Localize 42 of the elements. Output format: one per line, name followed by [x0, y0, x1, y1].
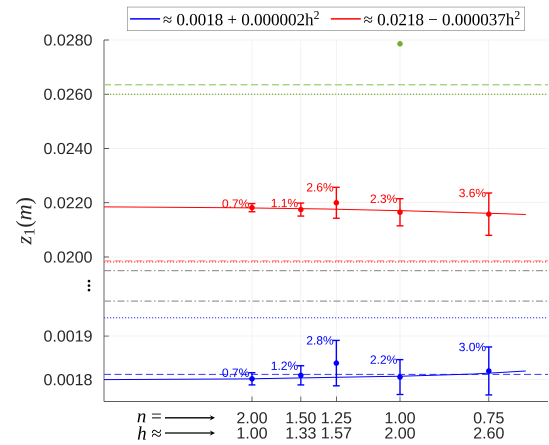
- annotation: 2.8%: [306, 336, 334, 345]
- y-tick-label: 0.0240: [44, 142, 92, 154]
- y-tick-label: 0.0260: [44, 88, 92, 100]
- x-tick-label: 1.00: [238, 427, 267, 439]
- text: 0.75: [474, 412, 504, 424]
- point: [397, 41, 403, 47]
- y-axis-title: z$_{1}$(m): [16, 198, 36, 245]
- annotation: 1.1%: [272, 198, 298, 208]
- x-tick-label: 1.33: [286, 427, 316, 439]
- point: [486, 211, 492, 217]
- point: [334, 200, 340, 206]
- annotation: 2.2%: [370, 355, 397, 364]
- point: [397, 209, 403, 216]
- y-tick-label: 0.0200: [44, 251, 92, 263]
- annotation: 3.0%: [459, 342, 486, 352]
- legend-label: ≈ 0.0018 + 0.000002h$^{2}$: [163, 11, 319, 26]
- text: 1.50: [286, 412, 316, 424]
- x-tick-label: 2.00: [385, 427, 415, 439]
- annotation: 2.3%: [370, 194, 397, 203]
- annotation: 3.6%: [459, 188, 486, 198]
- y-tick-label: 0.0280: [44, 34, 92, 46]
- point: [397, 374, 403, 380]
- annotation: 1.2%: [272, 362, 298, 370]
- annotation: 2.6%: [306, 183, 334, 192]
- text: 1.25: [322, 412, 352, 424]
- point: [334, 360, 340, 366]
- line-series: [104, 206, 526, 215]
- y-tick-label: 0.0019: [44, 330, 92, 342]
- x-axis-title: h ≈: [138, 426, 162, 440]
- y-tick-label: 0.0018: [44, 374, 92, 386]
- point: [249, 376, 255, 382]
- annotation: 0.7%: [222, 199, 249, 208]
- legend-label: ≈ 0.0218 − 0.000037h$^{2}$: [364, 11, 520, 26]
- text: 1.00: [386, 412, 415, 424]
- x-tick-label: 2.60: [474, 427, 504, 439]
- y-tick-label: 0.0220: [44, 197, 92, 208]
- text: 2.00: [237, 412, 267, 424]
- x-tick-label: 1.57: [322, 427, 352, 439]
- point: [486, 368, 492, 374]
- point: [298, 206, 304, 212]
- text: n =: [138, 413, 161, 422]
- point: [249, 204, 255, 210]
